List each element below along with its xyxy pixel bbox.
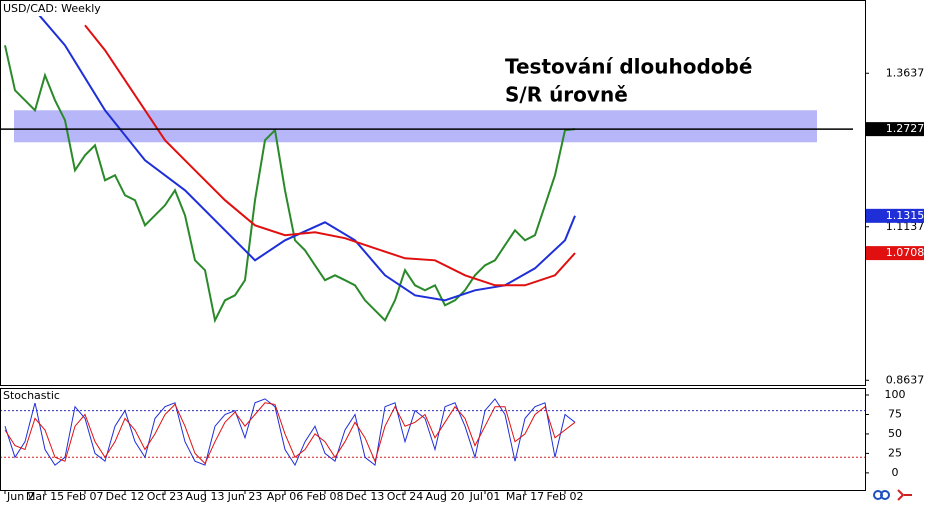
y-tick-label: 100	[885, 388, 906, 401]
toolbar-icons[interactable]	[873, 489, 912, 501]
annotation: S/R úrovně	[505, 83, 628, 107]
x-tick-label: Feb 08	[307, 490, 344, 503]
y-tick-label: 1.3637	[886, 66, 925, 79]
x-tick-label: Aug 13	[186, 490, 225, 503]
x-tick-label: Jun 23	[227, 490, 263, 503]
y-tick-label: 50	[888, 427, 902, 440]
x-tick-label: Mar 17	[506, 490, 544, 503]
series-line	[34, 9, 576, 302]
y-tick-label: 0.8637	[886, 373, 925, 386]
price-label-box	[866, 208, 924, 223]
x-tick-label: Jun 2	[6, 490, 35, 503]
x-tick-label: Feb 07	[67, 490, 104, 503]
title-bg	[1, 1, 99, 16]
x-tick-label: Aug 20	[426, 490, 465, 503]
price-label-box	[866, 122, 924, 137]
price-label: 1.1315	[886, 209, 925, 222]
x-tick-label: Jul 01	[469, 490, 501, 503]
series-line	[4, 398, 576, 467]
price-label: 1.2727	[886, 122, 925, 135]
y-tick-label: 75	[888, 407, 902, 420]
annotation: Testování dlouhodobé	[505, 55, 752, 79]
series-line	[84, 24, 576, 287]
series-line	[4, 45, 576, 324]
x-tick-label: Apr 06	[267, 490, 304, 503]
stoch-title: Stochastic	[3, 389, 60, 402]
x-tick-label: Oct 24	[387, 490, 424, 503]
stoch-frame	[0, 388, 866, 491]
stoch-title-bg	[1, 389, 57, 403]
price-label: 1.0708	[886, 246, 925, 259]
series-line	[4, 402, 576, 465]
price-label-box	[866, 246, 924, 261]
chart-title: USD/CAD: Weekly	[3, 2, 101, 15]
y-tick-label: 0	[892, 466, 899, 479]
x-tick-label: Oct 23	[147, 490, 184, 503]
x-tick-label: Mar 15	[26, 490, 64, 503]
main-frame	[0, 0, 866, 386]
sr-zone	[14, 110, 817, 143]
x-tick-label: Dec 12	[106, 490, 145, 503]
x-tick-label: Feb 02	[547, 490, 584, 503]
y-tick-label: 25	[888, 446, 902, 459]
x-tick-label: Dec 13	[346, 490, 385, 503]
y-tick-label: 1.1137	[886, 220, 925, 233]
